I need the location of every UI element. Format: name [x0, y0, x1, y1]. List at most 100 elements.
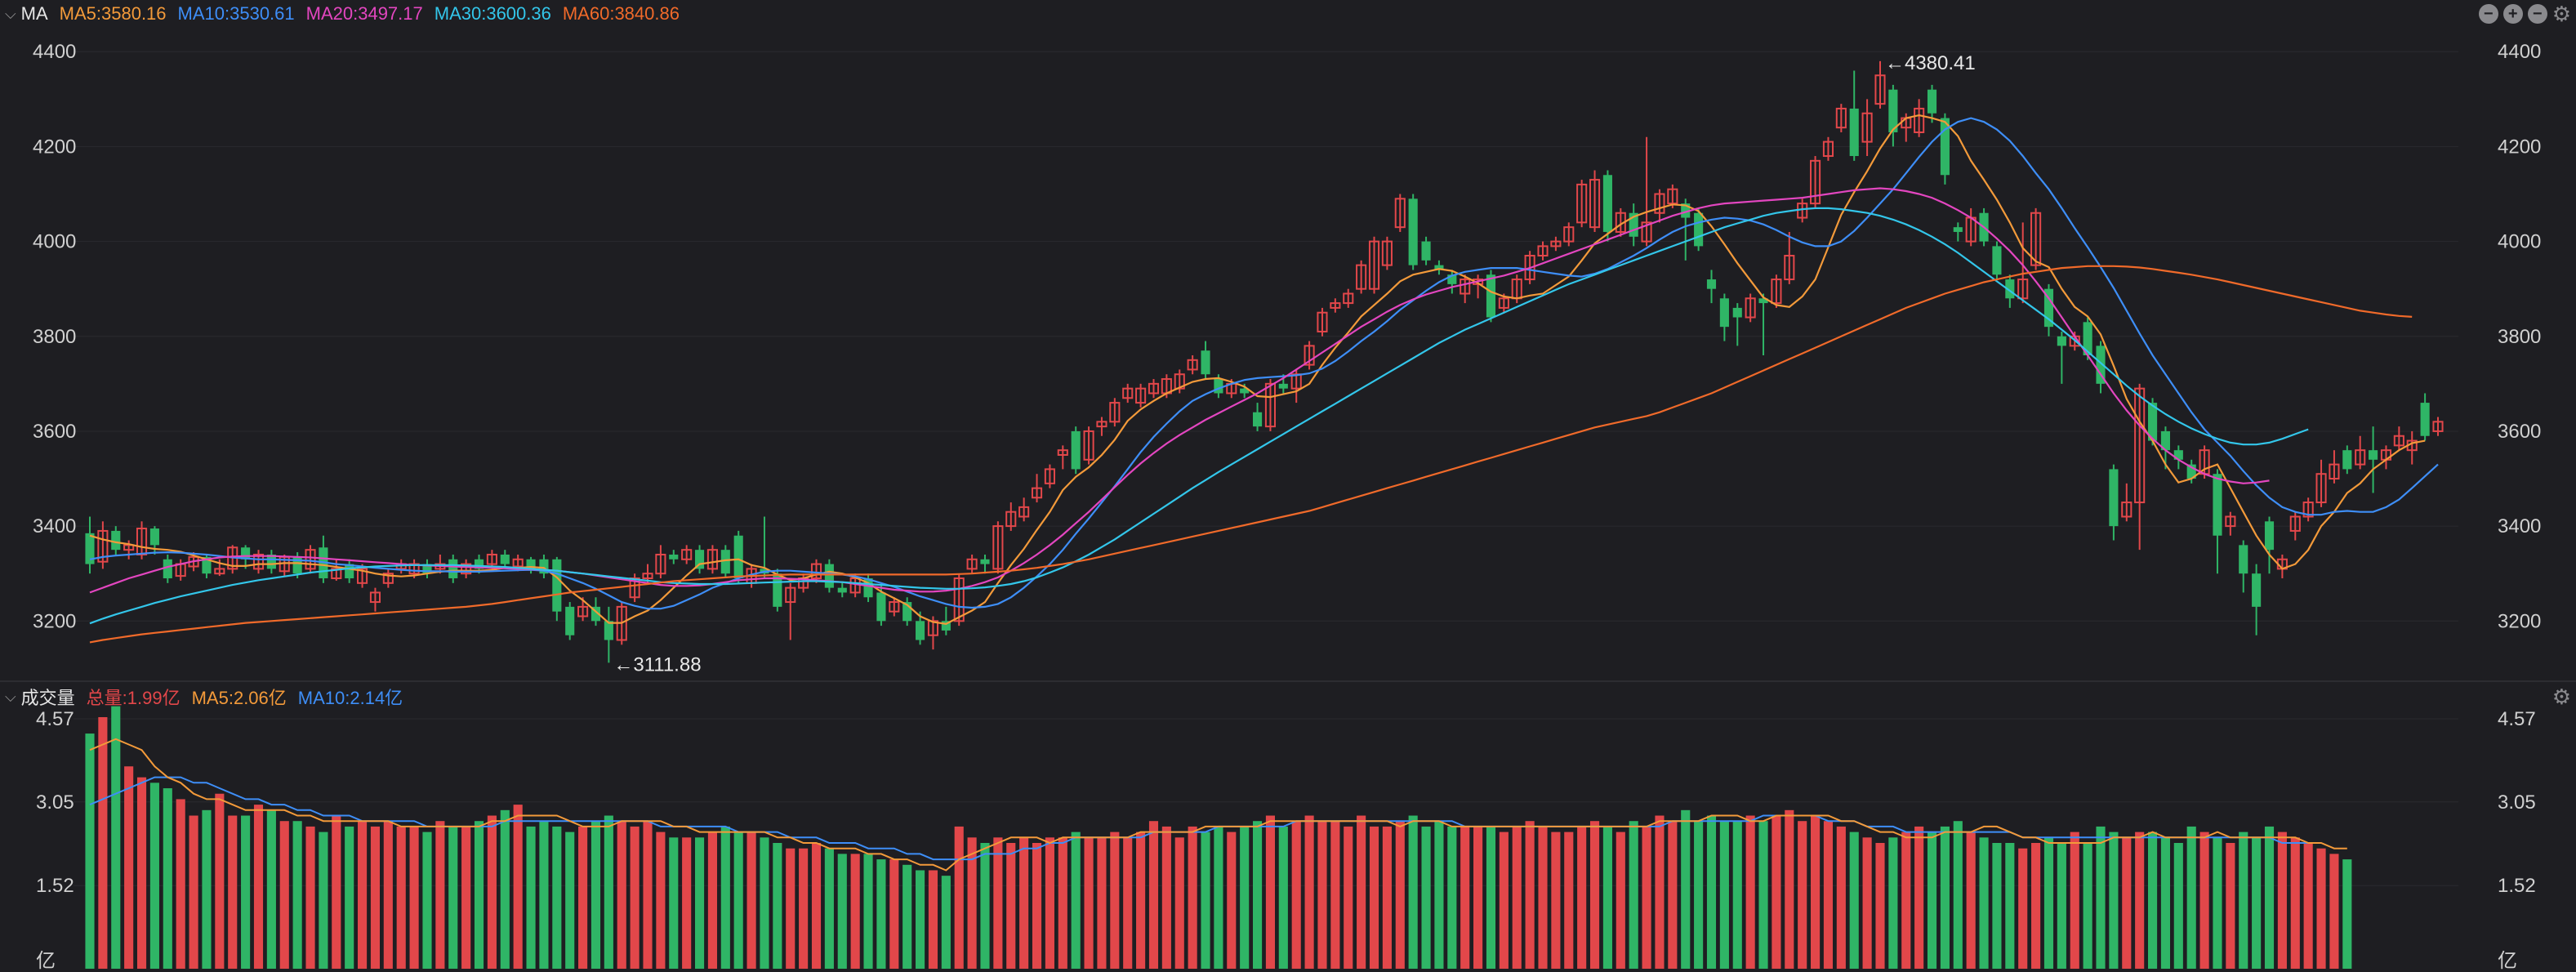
candle-body-up — [1264, 382, 1277, 428]
candle-body-down — [1486, 274, 1496, 318]
volume-bar — [1278, 826, 1288, 969]
volume-bar — [1927, 832, 1937, 969]
volume-bar — [2173, 842, 2183, 969]
candle-body-up — [279, 555, 290, 573]
candle-body-up — [305, 549, 316, 570]
volume-bar — [2147, 832, 2158, 969]
volume-bar — [760, 837, 769, 969]
volume-bar — [1174, 837, 1184, 969]
price-axis-tick-right: 3200 — [2498, 610, 2541, 632]
volume-bar — [539, 821, 549, 969]
volume-bar — [292, 821, 302, 969]
volume-bar — [1512, 826, 1522, 969]
volume-bar — [202, 809, 212, 969]
volume-axis-tick-left: 4.57 — [36, 708, 74, 730]
candle-body-up — [1174, 373, 1185, 390]
candle-body-up — [1304, 345, 1315, 366]
candle-body-up — [1874, 74, 1886, 105]
volume-bar — [1577, 826, 1587, 969]
volume-bar — [1772, 815, 1781, 969]
candle-body-down — [2239, 545, 2248, 574]
candle-body-down — [2147, 403, 2158, 441]
candle-body-down — [292, 556, 302, 574]
volume-bar — [2213, 837, 2222, 969]
volume-bar — [694, 837, 705, 969]
volume-bar — [98, 716, 108, 969]
volume-bar — [565, 832, 575, 969]
volume-bar — [2057, 842, 2066, 969]
candle-body-down — [539, 559, 549, 574]
candle-body-down — [941, 621, 951, 631]
volume-bar — [435, 821, 445, 969]
ma-line-ma10 — [89, 117, 2439, 610]
candle-body-up — [1914, 107, 1925, 133]
candle-body-down — [916, 621, 925, 640]
volume-bar — [1499, 832, 1509, 969]
candle-body-down — [202, 556, 212, 574]
volume-bar — [1460, 826, 1470, 969]
collapse-chevron-icon[interactable]: ⌵ — [5, 5, 16, 22]
volume-bar — [1291, 821, 1301, 969]
candle-body-down — [1953, 227, 1963, 232]
volume-bar — [2303, 842, 2313, 969]
candle-body-down — [1278, 383, 1288, 389]
volume-axis-tick-left: 3.05 — [36, 791, 74, 814]
plus-circle-icon[interactable]: + — [2502, 4, 2523, 24]
volume-ma5-line — [89, 738, 2347, 872]
gear-icon[interactable]: ⚙ — [2551, 684, 2571, 709]
volume-bar — [2031, 842, 2041, 969]
candle-body-down — [2043, 288, 2054, 328]
candle-body-down — [2252, 573, 2262, 607]
candle-body-up — [1797, 203, 1808, 219]
candle-body-down — [1706, 279, 1717, 289]
price-axis-tick-right: 4400 — [2498, 41, 2541, 63]
volume-bar — [1785, 809, 1794, 969]
volume-bar — [2043, 837, 2054, 969]
collapse-chevron-icon[interactable]: ⌵ — [5, 688, 16, 705]
volume-bar — [1408, 815, 1418, 969]
candle-body-down — [1940, 118, 1950, 176]
volume-bar — [1940, 826, 1950, 969]
candle-body-down — [876, 592, 886, 622]
volume-bar — [2277, 832, 2287, 969]
candle-body-up — [2199, 449, 2210, 475]
candle-body-up — [1381, 240, 1393, 266]
volume-axis-tick-right: 4.57 — [2498, 708, 2536, 730]
candle-body-up — [1057, 449, 1068, 456]
candle-body-down — [1758, 298, 1768, 304]
candle-body-down — [2420, 403, 2430, 436]
volume-bar — [850, 854, 860, 969]
price-axis-tick-left: 4200 — [33, 136, 76, 158]
volume-bar — [786, 848, 796, 969]
minus-circle-icon[interactable]: − — [2527, 4, 2547, 24]
legend-total-volume: 总量:1.99亿 — [86, 688, 180, 708]
minus-circle-icon[interactable]: − — [2478, 4, 2498, 24]
volume-bar — [656, 832, 666, 969]
candle-body-down — [1888, 89, 1898, 132]
volume-bar — [1953, 821, 1963, 969]
candle-body-down — [526, 559, 536, 569]
candle-body-down — [1681, 203, 1691, 218]
price-axis-tick-right: 3800 — [2498, 326, 2541, 348]
candle-body-up — [1018, 506, 1030, 518]
candle-body-up — [1187, 359, 1198, 371]
volume-bar — [799, 848, 809, 969]
volume-bar — [305, 826, 315, 969]
candle-body-up — [1135, 387, 1147, 404]
candle-body-down — [837, 587, 847, 593]
volume-bar — [2018, 848, 2028, 969]
candle-body-up — [1083, 430, 1094, 461]
volume-bar — [1473, 826, 1483, 969]
price-axis-tick-left: 3800 — [33, 326, 76, 348]
indicator-title: MA — [20, 3, 48, 24]
candle-body-up — [2329, 463, 2340, 480]
volume-bar — [1447, 826, 1457, 969]
candle-body-up — [2406, 439, 2418, 452]
volume-bar — [1110, 832, 1120, 969]
candle-body-up — [642, 573, 653, 580]
candle-body-down — [760, 568, 769, 574]
volume-bar — [707, 832, 717, 969]
candle-body-down — [1979, 212, 1989, 242]
gear-icon[interactable]: ⚙ — [2551, 2, 2571, 26]
